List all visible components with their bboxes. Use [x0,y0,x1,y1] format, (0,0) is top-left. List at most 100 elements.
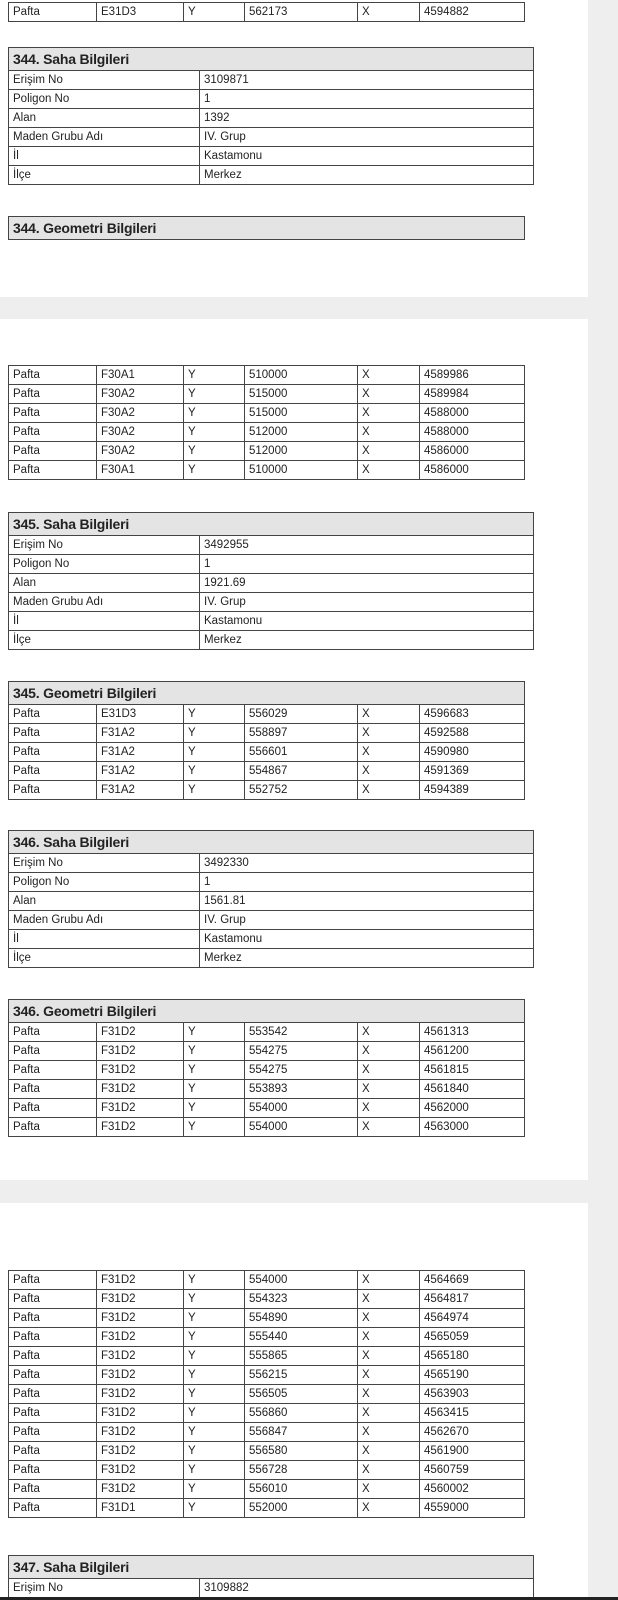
x-value: 4560002 [419,1479,525,1499]
pafta-code: F30A2 [96,384,184,404]
y-value: 556728 [244,1460,358,1480]
x-value: 4561900 [419,1441,525,1461]
y-value: 556847 [244,1422,358,1442]
x-value: 4563000 [418,1117,526,1137]
pafta-label: Pafta [8,1403,97,1423]
x-value: 4586000 [419,441,525,461]
y-label: Y [183,1403,245,1423]
geometry-table: Pafta F30A1 Y 510000 X 4589986 Pafta F30… [8,365,525,480]
table-row: Alan 1921.69 [8,573,534,593]
pafta-code: F31D2 [96,1308,184,1328]
site-info-table: 347. Saha Bilgileri Erişim No 3109882 [8,1555,534,1598]
x-value: 4591369 [418,761,526,781]
y-value: 556601 [244,742,358,762]
y-label: Y [183,365,245,385]
table-row: Pafta F31D2 Y 555865 X 4565180 [8,1346,525,1366]
field-value: 3109882 [199,1578,534,1598]
x-label: X [357,1060,420,1080]
x-label: X [357,1327,420,1347]
table-row: Pafta F31D2 Y 556505 X 4563903 [8,1384,525,1404]
pafta-code: F31D2 [96,1365,184,1385]
y-label: Y [183,1270,245,1290]
field-value: 1 [199,554,534,574]
table-row: Pafta E31D3 Y 556029 X 4596683 [8,704,526,724]
x-value: 4590980 [418,742,526,762]
field-label: Poligon No [8,89,200,109]
y-label: Y [183,1060,245,1080]
pafta-code: E31D3 [96,704,184,724]
y-value: 552752 [244,780,358,800]
pafta-code: F30A1 [96,460,184,480]
table-row: İl Kastamonu [8,929,534,949]
pafta-label: Pafta [8,422,97,442]
table-row: Pafta F31A2 Y 556601 X 4590980 [8,742,526,762]
y-label: Y [183,1117,245,1137]
table-row: Erişim No 3109871 [8,70,534,90]
pafta-label: Pafta [8,742,97,762]
y-value: 556860 [244,1403,358,1423]
pafta-code: F31D2 [96,1098,184,1118]
y-label: Y [183,1346,245,1366]
field-label: Erişim No [8,70,200,90]
x-value: 4594882 [419,2,525,22]
section-title: 344. Saha Bilgileri [8,47,534,71]
y-value: 554000 [244,1117,358,1137]
x-label: X [357,723,420,743]
y-value: 554275 [244,1041,358,1061]
x-value: 4592588 [418,723,526,743]
table-row: Pafta F31D2 Y 554275 X 4561815 [8,1060,526,1080]
table-row: Maden Grubu Adı IV. Grup [8,127,534,147]
table-row: Maden Grubu Adı IV. Grup [8,592,534,612]
y-label: Y [183,422,245,442]
site-info-table: 344. Saha Bilgileri Erişim No 3109871 Po… [8,47,534,185]
pafta-code: F31D2 [96,1270,184,1290]
y-value: 556010 [244,1479,358,1499]
y-value: 553893 [244,1079,358,1099]
bottom-edge [0,1597,618,1600]
pafta-label: Pafta [8,1365,97,1385]
field-label: Maden Grubu Adı [8,127,200,147]
y-value: 554323 [244,1289,358,1309]
field-label: Alan [8,891,200,911]
pafta-label: Pafta [8,1289,97,1309]
table-row: Pafta F31D2 Y 556860 X 4563415 [8,1403,525,1423]
field-value: 1561.81 [199,891,534,911]
field-label: Maden Grubu Adı [8,910,200,930]
y-label: Y [183,403,245,423]
x-label: X [357,1346,420,1366]
y-label: Y [183,1098,245,1118]
pafta-label: Pafta [8,1422,97,1442]
x-label: X [357,1422,420,1442]
pafta-code: F31D2 [96,1117,184,1137]
field-label: İl [8,146,200,166]
pafta-code: F31D2 [96,1060,184,1080]
table-row: Alan 1392 [8,108,534,128]
y-label: Y [183,723,245,743]
y-label: Y [183,2,245,22]
pafta-label: Pafta [8,1498,97,1518]
y-value: 512000 [244,422,358,442]
x-value: 4594389 [418,780,526,800]
table-row: Pafta F31A2 Y 552752 X 4594389 [8,780,526,800]
table-row: Pafta F30A1 Y 510000 X 4589986 [8,365,525,385]
pafta-label: Pafta [8,460,97,480]
field-value: 3492955 [199,535,534,555]
table-row: Pafta F30A2 Y 512000 X 4586000 [8,441,525,461]
y-value: 510000 [244,460,358,480]
y-label: Y [183,1308,245,1328]
y-label: Y [183,384,245,404]
table-row: Pafta F31D2 Y 554323 X 4564817 [8,1289,525,1309]
pafta-code: F30A2 [96,422,184,442]
field-value: IV. Grup [199,592,534,612]
x-value: 4588000 [419,422,525,442]
x-value: 4589986 [419,365,525,385]
table-row: Pafta F30A2 Y 515000 X 4589984 [8,384,525,404]
table-row: Pafta F31D2 Y 556010 X 4560002 [8,1479,525,1499]
x-value: 4561840 [418,1079,526,1099]
table-row: İlçe Merkez [8,948,534,968]
x-value: 4563903 [419,1384,525,1404]
table-row: Pafta F31A2 Y 558897 X 4592588 [8,723,526,743]
x-label: X [357,1441,420,1461]
pafta-label: Pafta [8,1479,97,1499]
y-value: 554867 [244,761,358,781]
